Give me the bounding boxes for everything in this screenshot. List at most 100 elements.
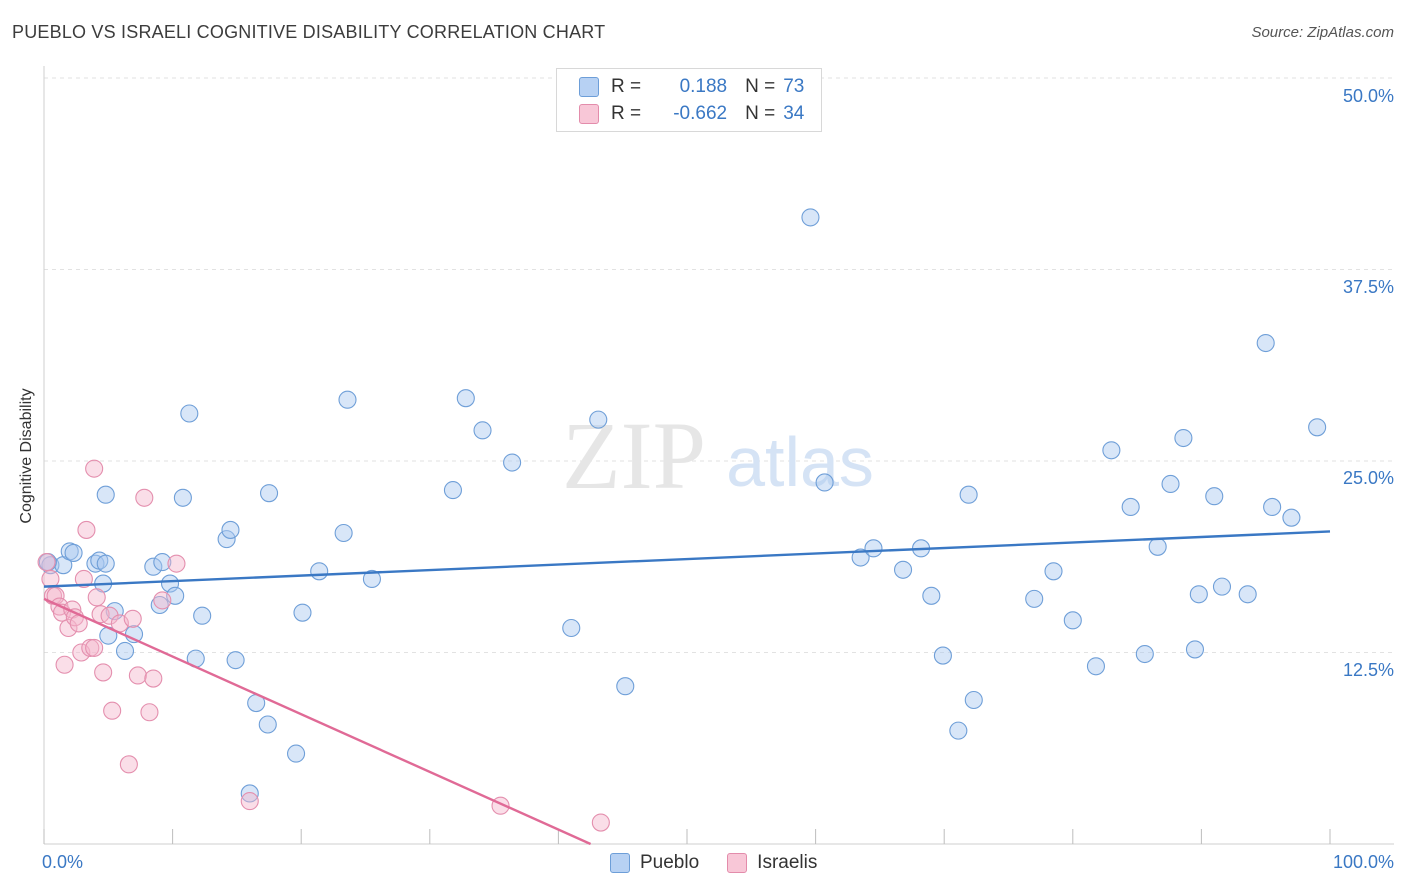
pueblo-point-38: [503, 453, 522, 472]
pueblo-point-29: [287, 744, 306, 763]
pueblo-point-19: [180, 404, 199, 423]
pueblo-point-31: [310, 562, 329, 581]
legend-item-israelis: Israelis: [727, 852, 817, 874]
pueblo-point-35: [443, 481, 462, 500]
israelis-point-27: [144, 669, 163, 688]
israelis-point-15: [85, 638, 104, 657]
pueblo-point-52: [964, 690, 983, 710]
pueblo-point-18: [173, 488, 192, 507]
israelis-trend-line: [43, 597, 592, 846]
pueblo-point-41: [616, 677, 635, 696]
israelis-point-23: [123, 609, 142, 628]
y-tick-label-37-5: 37.5%: [1342, 277, 1394, 297]
pueblo-point-22: [217, 530, 236, 549]
israelis-n-label: N =: [745, 103, 776, 124]
pueblo-point-8: [96, 485, 115, 504]
pueblo-point-11: [115, 641, 135, 661]
legend-pueblo-swatch: [610, 853, 630, 873]
israelis-point-25: [135, 488, 154, 507]
pueblo-point-49: [933, 646, 952, 665]
israelis-point-14: [81, 638, 100, 657]
source-label: Source: ZipAtlas.com: [1251, 24, 1394, 41]
watermark-zip: ZIP: [562, 402, 706, 509]
israelis-point-13: [77, 520, 96, 539]
israelis-point-16: [87, 588, 106, 607]
stats-legend: R = 0.188 N = 73 R = -0.662 N = 34: [556, 68, 822, 132]
israelis-point-31: [240, 792, 259, 811]
pueblo-point-51: [959, 485, 978, 504]
israelis-point-17: [91, 605, 110, 624]
pueblo-point-55: [1063, 611, 1082, 630]
pueblo-point-59: [1135, 644, 1154, 664]
pueblo-point-67: [1238, 585, 1257, 604]
pueblo-n-label: N =: [745, 76, 776, 97]
pueblo-point-39: [562, 618, 581, 638]
pueblo-point-56: [1086, 657, 1105, 676]
israelis-point-26: [140, 703, 159, 722]
pueblo-point-15: [153, 553, 172, 572]
pueblo-point-58: [1121, 497, 1140, 517]
pueblo-point-36: [456, 389, 475, 408]
legend-row-pueblo: R = 0.188 N = 73: [579, 76, 804, 98]
pueblo-point-43: [815, 473, 834, 492]
x-tick-label-max: 100.0%: [1332, 852, 1394, 872]
pueblo-swatch: [579, 77, 599, 97]
pueblo-point-21: [193, 606, 212, 625]
pueblo-point-34: [362, 569, 381, 589]
pueblo-point-3: [64, 543, 83, 562]
chart-title: PUEBLO VS ISRAELI COGNITIVE DISABILITY C…: [12, 22, 606, 42]
pueblo-point-70: [1282, 508, 1301, 527]
pueblo-point-33: [338, 390, 357, 409]
pueblo-point-30: [293, 603, 312, 622]
watermark-atlas: atlas: [726, 423, 874, 501]
israelis-swatch: [579, 104, 599, 124]
pueblo-point-60: [1148, 537, 1167, 556]
pueblo-n-value: 73: [783, 76, 805, 97]
israelis-point-0: [37, 553, 56, 572]
pueblo-point-66: [1212, 577, 1232, 596]
legend-row-israelis: R = -0.662 N = 34: [579, 103, 804, 125]
israelis-n-value: 34: [783, 103, 805, 124]
pueblo-point-62: [1174, 428, 1193, 448]
pueblo-point-63: [1185, 640, 1205, 659]
pueblo-trend-line: [43, 530, 1331, 588]
pueblo-point-61: [1161, 474, 1180, 494]
israelis-point-29: [167, 554, 186, 573]
israelis-point-24: [128, 666, 147, 685]
legend-israelis-label: Israelis: [757, 852, 818, 873]
israelis-point-18: [94, 663, 113, 682]
pueblo-point-23: [221, 520, 240, 539]
pueblo-r-value: 0.188: [679, 76, 728, 97]
y-axis-label: Cognitive Disability: [18, 388, 35, 524]
pueblo-point-28: [259, 484, 279, 503]
pueblo-point-45: [864, 539, 883, 558]
y-tick-label-12-5: 12.5%: [1342, 660, 1394, 680]
pueblo-point-71: [1308, 418, 1327, 437]
pueblo-point-40: [589, 410, 608, 429]
pueblo-point-37: [473, 421, 492, 440]
israelis-point-12: [74, 569, 93, 589]
israelis-point-28: [153, 591, 172, 610]
pueblo-point-68: [1256, 333, 1275, 353]
pueblo-point-44: [851, 548, 870, 567]
legend-pueblo-label: Pueblo: [640, 852, 700, 873]
pueblo-point-48: [922, 586, 941, 605]
y-tick-label-50: 50.0%: [1342, 86, 1394, 106]
pueblo-point-24: [226, 651, 245, 670]
israelis-point-30: [85, 459, 104, 478]
pueblo-point-25: [240, 784, 259, 803]
x-tick-label-min: 0.0%: [42, 852, 84, 872]
israelis-r-label: R =: [611, 103, 642, 124]
israelis-point-6: [55, 655, 74, 674]
legend-israelis-swatch: [727, 853, 748, 873]
pueblo-point-53: [1025, 589, 1044, 608]
israelis-point-33: [591, 813, 610, 832]
y-tick-label-25: 25.0%: [1342, 468, 1394, 488]
israelis-point-22: [119, 755, 138, 774]
pueblo-point-50: [949, 721, 968, 740]
series-legend: Pueblo Israelis: [610, 852, 845, 874]
pueblo-point-46: [893, 560, 913, 579]
pueblo-point-13: [144, 557, 163, 576]
pueblo-point-65: [1205, 487, 1224, 506]
